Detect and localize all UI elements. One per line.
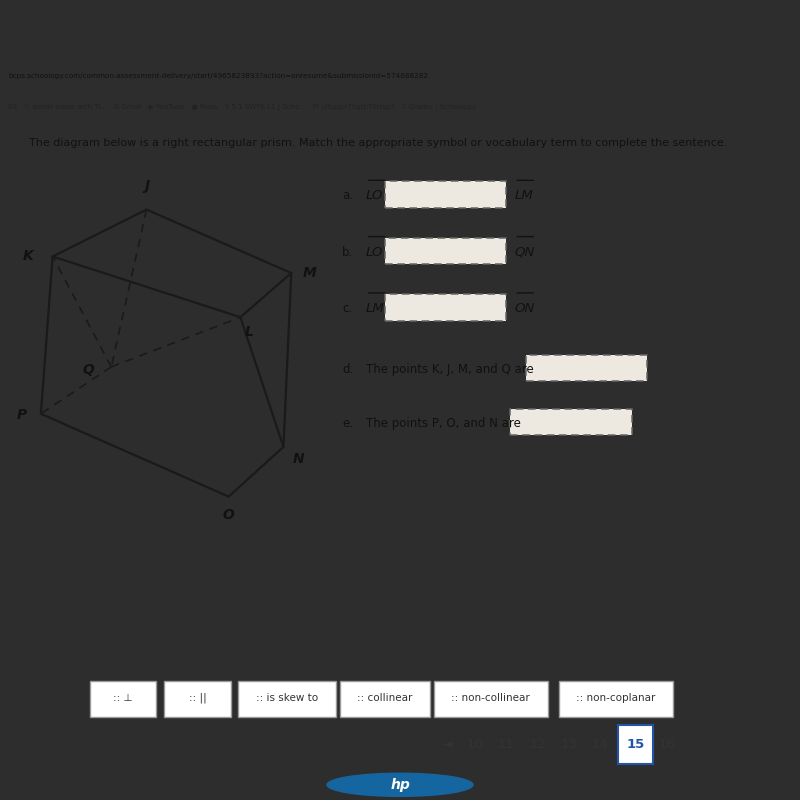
Text: d.: d. — [342, 362, 354, 375]
FancyBboxPatch shape — [385, 238, 506, 264]
Text: QN: QN — [514, 246, 534, 258]
Text: 12: 12 — [530, 738, 546, 751]
Text: LM: LM — [366, 302, 384, 315]
Text: ON: ON — [514, 302, 534, 315]
Text: J: J — [144, 179, 149, 193]
Text: Q: Q — [82, 362, 94, 377]
Text: :: ||: :: || — [189, 693, 206, 703]
Text: O: O — [222, 508, 234, 522]
Text: e.: e. — [342, 417, 353, 430]
FancyBboxPatch shape — [90, 681, 156, 717]
Text: 09   ☆ words made with Ti...   G Gmail   ▶ YouTube   ● Maps   S 5.1 SWYK L1 | Sc: 09 ☆ words made with Ti... G Gmail ▶ You… — [8, 103, 476, 110]
FancyBboxPatch shape — [340, 681, 430, 717]
Circle shape — [327, 774, 473, 796]
FancyBboxPatch shape — [238, 681, 336, 717]
FancyBboxPatch shape — [618, 726, 653, 764]
Text: LO: LO — [366, 246, 383, 258]
Text: The diagram below is a right rectangular prism. Match the appropriate symbol or : The diagram below is a right rectangular… — [29, 138, 727, 148]
Text: K: K — [22, 250, 33, 263]
Text: ◄: ◄ — [443, 738, 453, 751]
FancyBboxPatch shape — [510, 409, 632, 435]
Text: LM: LM — [514, 190, 533, 202]
FancyBboxPatch shape — [385, 294, 506, 321]
FancyBboxPatch shape — [559, 681, 673, 717]
Text: LO: LO — [366, 190, 383, 202]
Text: L: L — [244, 326, 253, 339]
Text: P: P — [17, 409, 27, 422]
Text: The points P, O, and N are: The points P, O, and N are — [366, 417, 521, 430]
Text: :: ⊥: :: ⊥ — [114, 693, 133, 703]
Text: 11: 11 — [498, 738, 515, 751]
Text: 15: 15 — [626, 738, 645, 751]
FancyBboxPatch shape — [526, 354, 647, 382]
Text: b.: b. — [342, 246, 354, 258]
Text: c.: c. — [342, 302, 352, 315]
Text: :: is skew to: :: is skew to — [256, 693, 318, 703]
Text: bcps.schoology.com/common-assessment-delivery/start/4965823893?action=onresume&s: bcps.schoology.com/common-assessment-del… — [8, 73, 428, 79]
Text: The points K, J, M, and Q are: The points K, J, M, and Q are — [366, 362, 534, 375]
FancyBboxPatch shape — [164, 681, 230, 717]
Text: 16: 16 — [658, 738, 675, 751]
FancyBboxPatch shape — [434, 681, 547, 717]
Text: 10: 10 — [466, 738, 483, 751]
Text: N: N — [293, 453, 305, 466]
Text: :: non-coplanar: :: non-coplanar — [576, 693, 656, 703]
Text: :: non-collinear: :: non-collinear — [451, 693, 530, 703]
Text: 14: 14 — [592, 738, 609, 751]
Text: 13: 13 — [561, 738, 578, 751]
Text: a.: a. — [342, 190, 353, 202]
FancyBboxPatch shape — [385, 182, 506, 208]
Text: hp: hp — [390, 778, 410, 793]
Text: :: collinear: :: collinear — [358, 693, 413, 703]
Text: M: M — [303, 266, 317, 280]
